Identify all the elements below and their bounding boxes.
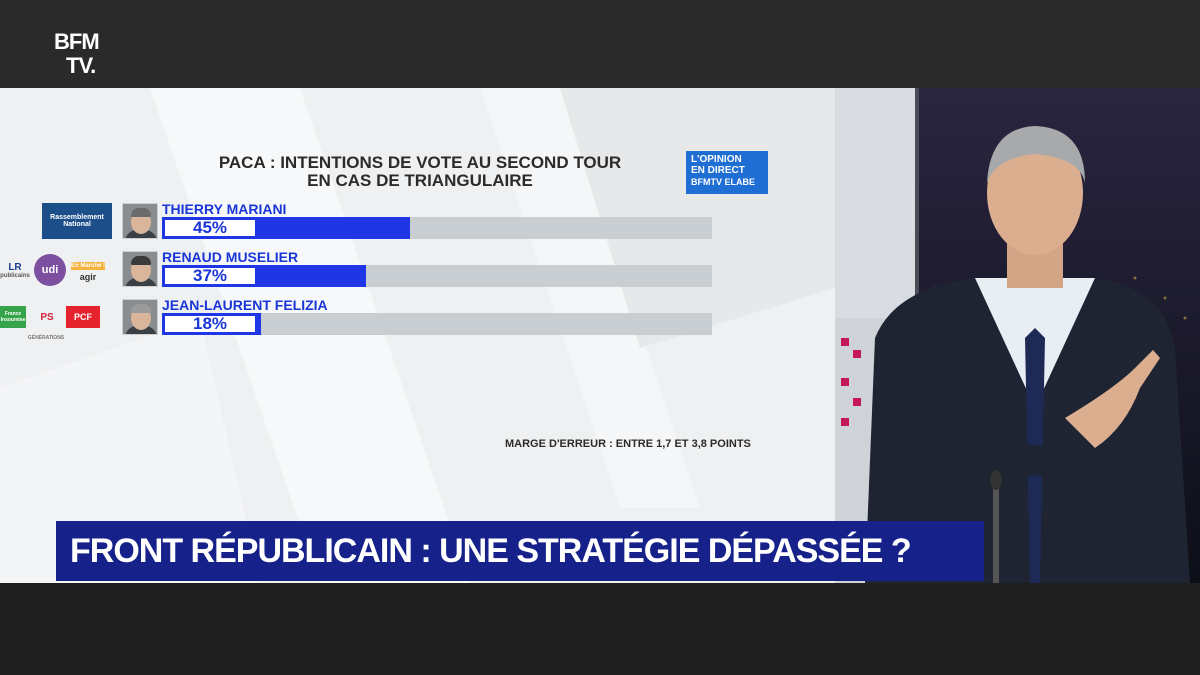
badge-line-1: L'OPINION	[691, 154, 742, 165]
studio-scene	[835, 88, 1200, 583]
margin-of-error-note: MARGE D'ERREUR : ENTRE 1,7 ET 3,8 POINTS	[505, 438, 751, 450]
bfmtv-logo: BFM TV.	[54, 29, 100, 78]
fi-logo-text: France Insoumise	[0, 311, 26, 323]
bar-value-label-0: 45%	[164, 219, 256, 237]
badge-line-3: BFMTV ELABE	[691, 177, 755, 187]
bar-track-2: 18%	[162, 313, 712, 335]
chart-title-line-1: PACA : INTENTIONS DE VOTE AU SECOND TOUR	[218, 153, 622, 172]
poll-chart-panel: PACA : INTENTIONS DE VOTE AU SECOND TOUR…	[0, 88, 835, 583]
france-insoumise-logo: France Insoumise	[0, 306, 26, 328]
agir-logo-text: agir	[79, 272, 97, 282]
pcf-logo-text: PCF	[74, 312, 92, 322]
lr-logo-text: LR	[8, 261, 22, 273]
studio-camera-feed	[835, 88, 1200, 583]
lr-logo-subtext: publicains	[0, 272, 30, 279]
candidate-photo-muselier	[122, 251, 158, 287]
candidate-name-2: JEAN-LAURENT FELIZIA	[162, 297, 328, 313]
generations-logo-text: GÉNÉRATIONS	[27, 335, 65, 341]
opinion-en-direct-badge: L'OPINION EN DIRECT BFMTV ELABE	[686, 151, 768, 194]
candidate-photo-mariani	[122, 203, 158, 239]
bar-track-1: 37%	[162, 265, 712, 287]
bar-track-0: 45%	[162, 217, 712, 239]
en-marche-logo-text: En Marche !	[71, 262, 106, 270]
chart-title: PACA : INTENTIONS DE VOTE AU SECOND TOUR…	[150, 154, 690, 190]
rn-logo-text: Rassemblement National	[50, 214, 104, 228]
ps-logo-text: PS	[40, 311, 54, 323]
candidate-name-1: RENAUD MUSELIER	[162, 249, 299, 265]
ps-logo: PS	[32, 306, 62, 328]
channel-header: BFM TV.	[0, 0, 1200, 88]
en-marche-agir-logo: En Marche ! agir	[70, 255, 106, 289]
pcf-logo: PCF	[66, 306, 100, 328]
udi-logo: udi	[34, 254, 66, 286]
udi-logo-text: udi	[41, 264, 59, 276]
chart-title-line-2: EN CAS DE TRIANGULAIRE	[307, 171, 533, 190]
logo-line-1: BFM	[54, 29, 100, 54]
generations-logo: GÉNÉRATIONS	[28, 334, 64, 342]
bar-value-label-2: 18%	[164, 315, 256, 333]
rassemblement-national-logo: Rassemblement National	[42, 203, 112, 239]
les-republicains-logo: LR publicains	[0, 256, 30, 284]
headline-banner: FRONT RÉPUBLICAIN : UNE STRATÉGIE DÉPASS…	[56, 521, 984, 581]
bar-value-label-1: 37%	[164, 267, 256, 285]
candidate-photo-felizia	[122, 299, 158, 335]
headline-text: FRONT RÉPUBLICAIN : UNE STRATÉGIE DÉPASS…	[70, 532, 912, 570]
candidate-name-0: THIERRY MARIANI	[162, 201, 287, 217]
badge-line-2: EN DIRECT	[691, 165, 745, 176]
bottom-ticker-area	[0, 583, 1200, 675]
logo-line-2: TV.	[66, 53, 96, 78]
